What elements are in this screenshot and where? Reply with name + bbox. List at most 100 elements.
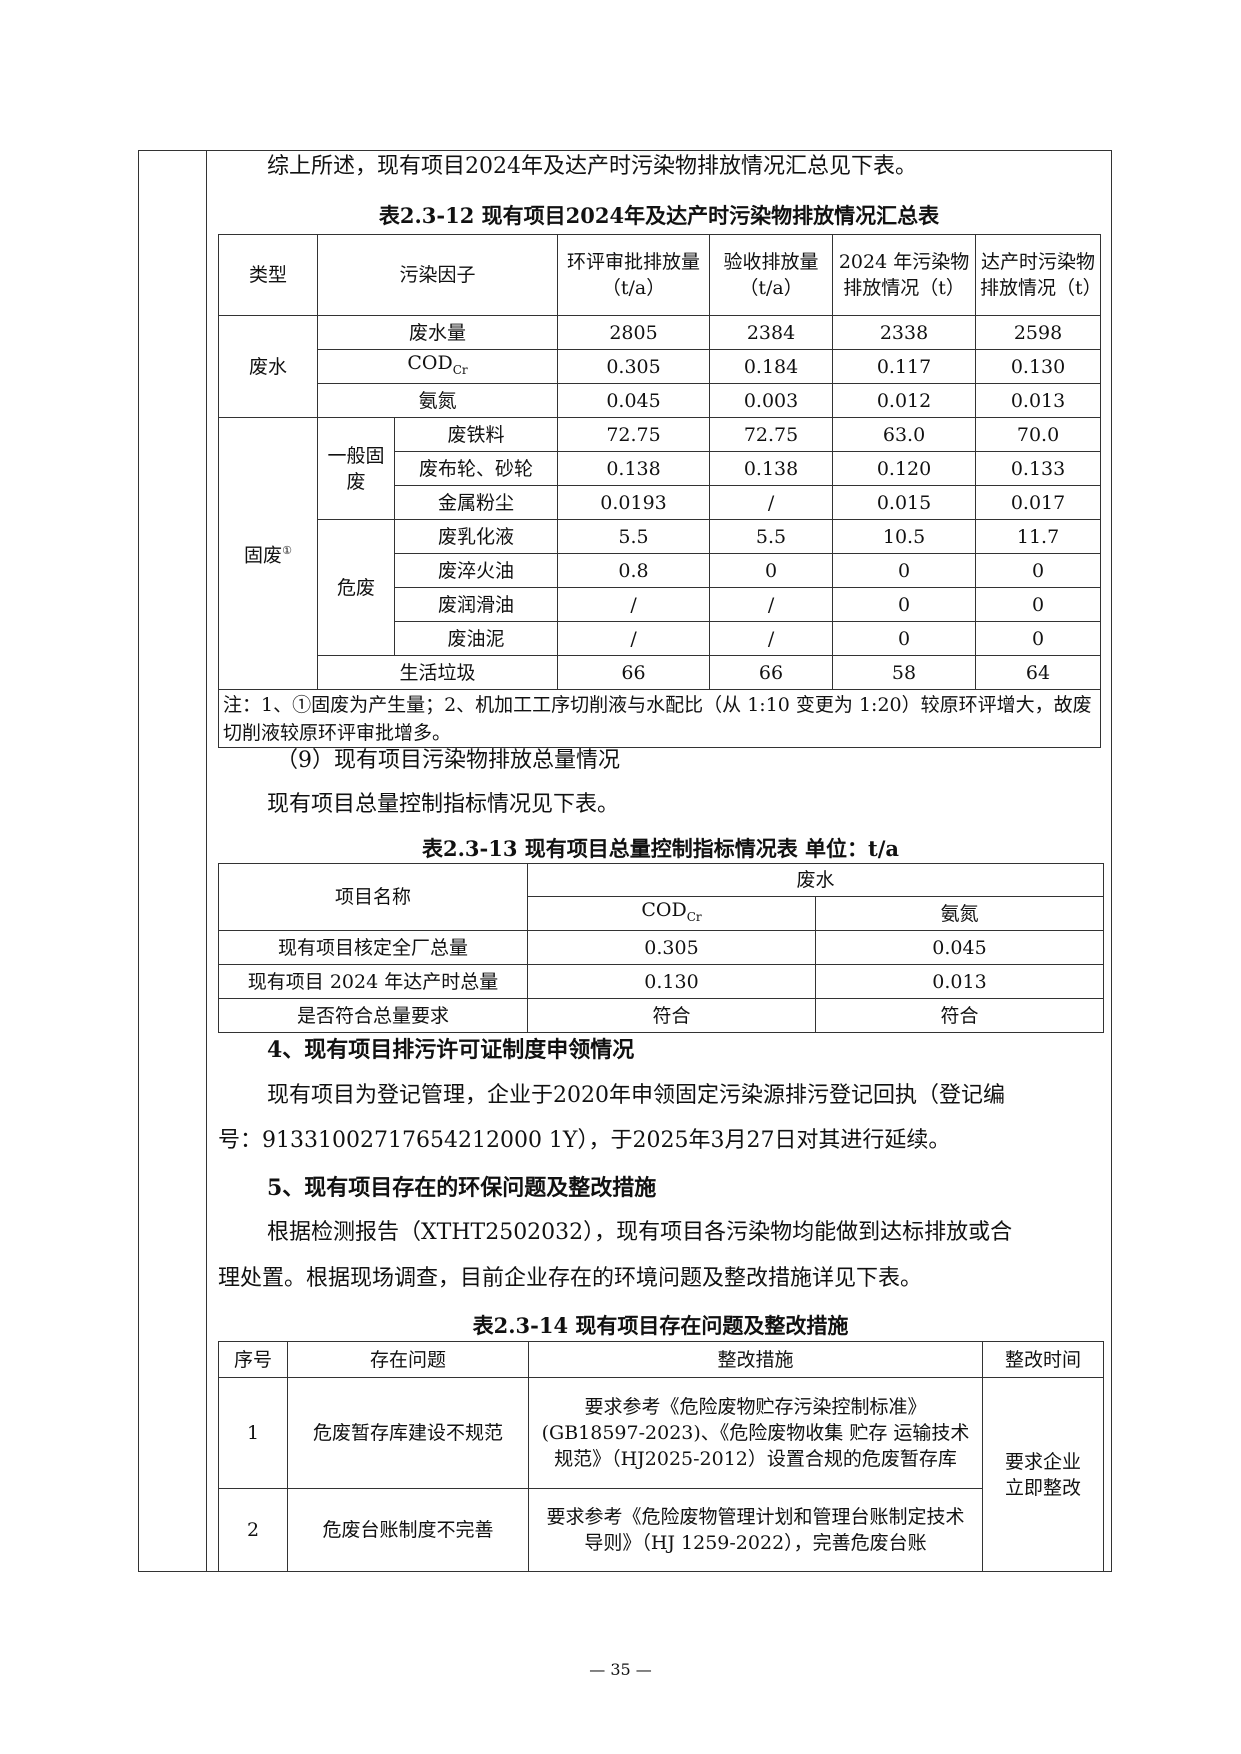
value-cell: /: [557, 587, 711, 622]
type-cell: 固废①: [218, 417, 318, 690]
name-cell: 现有项目核定全厂总量: [218, 930, 528, 965]
factor-cell: 废水量: [316, 315, 559, 350]
value-cell: 5.5: [709, 519, 834, 554]
value-cell: 63.0: [832, 417, 977, 452]
measure-cell: 要求参考《危险废物管理计划和管理台账制定技术导则》（HJ 1259-2022），…: [528, 1488, 983, 1572]
header-subscript: Cr: [686, 909, 702, 924]
table-row: 金属粉尘 0.0193 / 0.015 0.017: [219, 485, 1102, 520]
factor-subscript: Cr: [452, 362, 468, 377]
factor-cell: 氨氮: [316, 383, 559, 418]
factor-cell: 废润滑油: [393, 587, 559, 622]
table-note: 注：1、①固废为产生量；2、机加工工序切削液与水配比（从 1:10 变更为 1:…: [217, 689, 1102, 748]
value-cell: 70.0: [975, 417, 1102, 452]
value-cell: 0.8: [557, 553, 711, 588]
table-row: CODCr 0.305 0.184 0.117 0.130: [219, 349, 1102, 384]
table-row: 1 危废暂存库建设不规范 要求参考《危险废物贮存污染控制标准》(GB18597-…: [218, 1377, 1104, 1572]
value-cell: 2598: [975, 315, 1102, 350]
table-row: 废水 废水量 2805 2384 2338 2598: [218, 315, 1102, 418]
table-header-row: 类型 污染因子 环评审批排放量（t/a） 验收排放量（t/a） 2024 年污染…: [218, 234, 1102, 316]
measure-cell: 要求参考《危险废物贮存污染控制标准》(GB18597-2023)、《危险废物收集…: [528, 1377, 983, 1489]
value-cell: 0.045: [557, 383, 711, 418]
value-cell: 0.012: [832, 383, 977, 418]
page-frame: [138, 150, 1112, 1572]
section-9-heading: （9）现有项目污染物排放总量情况: [276, 748, 620, 773]
value-cell: 0.130: [975, 349, 1102, 384]
value-cell: 0: [832, 621, 977, 656]
table-row: 废润滑油 / / 0 0: [219, 587, 1102, 622]
header-cell: 废水: [526, 863, 1105, 897]
value-cell: 0.017: [975, 485, 1102, 520]
issue-cell: 危废台账制度不完善: [287, 1488, 529, 1572]
header-cell: CODCr: [527, 896, 816, 931]
value-cell: /: [557, 621, 711, 656]
value-cell: 2805: [557, 315, 711, 350]
page-number: — 35 —: [589, 1660, 652, 1679]
table-row: 固废① 一般固废 废铁料 72.75 72.75 63.0 70.0: [218, 417, 1102, 690]
table-row: 现有项目 2024 年达产时总量 0.130 0.013: [218, 964, 1105, 999]
section-9-text: 现有项目总量控制指标情况见下表。: [267, 792, 620, 817]
value-cell: 符合: [527, 998, 816, 1033]
subtype-cell: 一般固废: [317, 417, 395, 520]
time-cell: 要求企业 立即整改: [982, 1377, 1104, 1572]
value-cell: 0.138: [709, 451, 834, 486]
section-4-para-line2: 号：91331002717654212000 1Y），于2025年3月27日对其…: [218, 1128, 951, 1153]
number-cell: 2: [218, 1488, 288, 1572]
header-text: COD: [641, 899, 687, 922]
table-row: 废油泥 / / 0 0: [219, 621, 1102, 656]
table-note-row: 注：1、①固废为产生量；2、机加工工序切削液与水配比（从 1:10 变更为 1:…: [217, 689, 1102, 748]
header-cell: 环评审批排放量（t/a）: [557, 234, 711, 316]
value-cell: 0: [975, 553, 1102, 588]
value-cell: 11.7: [975, 519, 1102, 554]
value-cell: 0.013: [975, 383, 1102, 418]
value-cell: 66: [557, 655, 711, 690]
section-4-para-line1: 现有项目为登记管理，企业于2020年申领固定污染源排污登记回执（登记编: [267, 1083, 1005, 1108]
factor-cell: 废布轮、砂轮: [393, 451, 559, 486]
factor-cell: 金属粉尘: [393, 485, 559, 520]
issue-cell: 危废暂存库建设不规范: [287, 1377, 529, 1489]
header-cell: 整改时间: [982, 1341, 1104, 1378]
header-cell: 存在问题: [287, 1341, 529, 1378]
value-cell: 0.130: [527, 964, 816, 999]
value-cell: 66: [709, 655, 834, 690]
type-cell: 废水: [218, 315, 318, 418]
factor-cell: 废铁料: [393, 417, 559, 452]
intro-text: 综上所述，现有项目2024年及达产时污染物排放情况汇总见下表。: [267, 154, 917, 179]
value-cell: 0.184: [709, 349, 834, 384]
header-cell: 验收排放量（t/a）: [709, 234, 834, 316]
factor-cell: 废乳化液: [393, 519, 559, 554]
value-cell: 0.120: [832, 451, 977, 486]
value-cell: /: [709, 485, 834, 520]
factor-cell: 废淬火油: [393, 553, 559, 588]
table-row: 废布轮、砂轮 0.138 0.138 0.120 0.133: [219, 451, 1102, 486]
table-row: 现有项目核定全厂总量 0.305 0.045: [218, 930, 1105, 965]
value-cell: 72.75: [557, 417, 711, 452]
table-row: 危废 废乳化液 5.5 5.5 10.5 11.7: [219, 519, 1102, 656]
number-cell: 1: [218, 1377, 288, 1489]
table-header-row: 序号 存在问题 整改措施 整改时间: [218, 1341, 1104, 1378]
total-control-table: 项目名称 废水 CODCr 氨氮 现有项目核定全厂总量 0.305 0.045 …: [218, 863, 1105, 1033]
name-cell: 是否符合总量要求: [218, 998, 528, 1033]
value-cell: 0.138: [557, 451, 711, 486]
header-cell: 污染因子: [316, 234, 559, 316]
header-cell: 整改措施: [528, 1341, 983, 1378]
factor-cell: 废油泥: [393, 621, 559, 656]
table-row: 是否符合总量要求 符合 符合: [218, 998, 1105, 1033]
table1-title: 表2.3-12 现有项目2024年及达产时污染物排放情况汇总表: [378, 203, 940, 228]
value-cell: 0.015: [832, 485, 977, 520]
emission-summary-table: 类型 污染因子 环评审批排放量（t/a） 验收排放量（t/a） 2024 年污染…: [217, 234, 1102, 748]
table-header-row: CODCr 氨氮: [219, 896, 1105, 931]
factor-cell: CODCr: [316, 349, 559, 384]
header-cell: 2024 年污染物排放情况（t）: [832, 234, 977, 316]
header-cell: 序号: [218, 1341, 288, 1378]
value-cell: /: [709, 587, 834, 622]
table2-title: 表2.3-13 现有项目总量控制指标情况表 单位：t/a: [421, 836, 900, 861]
value-cell: 0: [709, 553, 834, 588]
frame-divider: [206, 150, 207, 1572]
value-cell: 0.003: [709, 383, 834, 418]
value-cell: 2384: [709, 315, 834, 350]
factor-cell: 生活垃圾: [316, 655, 559, 690]
value-cell: 58: [832, 655, 977, 690]
section-5-para-line1: 根据检测报告（XTHT2502032），现有项目各污染物均能做到达标排放或合: [267, 1220, 1013, 1245]
value-cell: 0: [832, 587, 977, 622]
